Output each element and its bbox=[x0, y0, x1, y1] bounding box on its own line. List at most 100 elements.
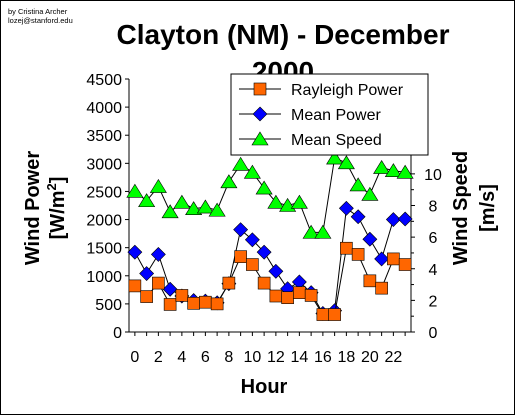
data-point bbox=[269, 289, 283, 303]
data-point bbox=[314, 224, 332, 239]
data-point bbox=[398, 258, 412, 271]
legend-marker bbox=[252, 106, 268, 122]
x-tick-label: 14 bbox=[290, 349, 308, 366]
y-left-tick-label: 4500 bbox=[86, 72, 122, 89]
credit-author: by Cristina Archer bbox=[8, 7, 68, 16]
data-point bbox=[375, 281, 388, 295]
data-point bbox=[396, 164, 414, 179]
data-point bbox=[220, 174, 238, 189]
data-point bbox=[293, 286, 306, 299]
y-left-tick-label: 2000 bbox=[86, 213, 122, 230]
data-point bbox=[363, 274, 377, 288]
x-tick-label: 22 bbox=[384, 349, 402, 366]
x-tick-label: 8 bbox=[224, 349, 233, 366]
data-point bbox=[397, 211, 413, 227]
data-point bbox=[328, 308, 341, 321]
data-point bbox=[162, 281, 178, 297]
data-point bbox=[152, 276, 165, 290]
data-point bbox=[140, 290, 153, 303]
data-point bbox=[161, 204, 179, 219]
y-left-tick-label: 500 bbox=[95, 297, 122, 314]
data-point bbox=[246, 258, 259, 271]
y-left-tick-label: 1000 bbox=[86, 269, 122, 286]
series-mean-speed bbox=[126, 150, 414, 239]
data-point bbox=[374, 251, 390, 267]
series-rayleigh-power bbox=[128, 241, 412, 321]
x-tick-label: 0 bbox=[130, 349, 139, 366]
data-point bbox=[281, 291, 294, 305]
x-tick-label: 18 bbox=[337, 349, 355, 366]
y-left-unit-open: [W/m bbox=[47, 191, 69, 240]
legend-label: Rayleigh Power bbox=[291, 82, 404, 99]
y-right-axis-title: Wind Speed bbox=[450, 151, 472, 265]
y-left-unit-close: ] bbox=[47, 177, 69, 184]
y-right-axis-unit: [m/s] bbox=[477, 184, 499, 232]
data-point bbox=[384, 163, 402, 178]
data-point bbox=[210, 297, 224, 311]
y-left-unit-superscript: 2 bbox=[44, 183, 59, 190]
data-point bbox=[268, 263, 284, 279]
data-point bbox=[175, 289, 189, 302]
data-point bbox=[173, 194, 191, 209]
data-point bbox=[340, 241, 353, 255]
x-axis-title: Hour bbox=[241, 376, 288, 398]
y-right-tick-label: 10 bbox=[424, 167, 442, 184]
data-point bbox=[304, 289, 318, 302]
data-point bbox=[349, 177, 367, 192]
data-point bbox=[373, 159, 391, 174]
y-left-axis-title: Wind Power bbox=[22, 151, 44, 265]
y-right-tick-label: 4 bbox=[429, 262, 438, 279]
data-point bbox=[128, 279, 142, 293]
data-point bbox=[233, 222, 249, 238]
x-tick-label: 2 bbox=[154, 349, 163, 366]
data-point bbox=[361, 186, 379, 201]
data-point bbox=[351, 248, 365, 261]
data-point bbox=[385, 212, 401, 227]
y-right-tick-label: 0 bbox=[429, 325, 438, 342]
y-right-tick-label: 8 bbox=[429, 199, 438, 216]
plot-area: 0500100015002000250030003500400045000246… bbox=[86, 72, 442, 366]
data-point bbox=[326, 150, 344, 165]
x-tick-label: 4 bbox=[177, 349, 186, 366]
data-point bbox=[149, 178, 167, 193]
data-point bbox=[138, 193, 156, 208]
data-point bbox=[267, 194, 285, 209]
data-point bbox=[222, 276, 236, 290]
data-point bbox=[255, 180, 273, 195]
legend-label: Mean Power bbox=[291, 107, 381, 124]
series-line bbox=[134, 157, 406, 233]
data-point bbox=[244, 232, 260, 248]
y-left-tick-label: 1500 bbox=[86, 241, 122, 258]
y-left-tick-label: 4000 bbox=[86, 100, 122, 117]
legend-marker bbox=[253, 82, 267, 96]
data-point bbox=[126, 183, 144, 198]
y-left-tick-label: 2500 bbox=[86, 184, 122, 201]
data-point bbox=[232, 156, 250, 171]
data-point bbox=[243, 164, 261, 179]
data-point bbox=[208, 202, 226, 217]
data-point bbox=[234, 250, 247, 263]
data-point bbox=[163, 298, 177, 311]
data-point bbox=[185, 201, 203, 215]
y-left-tick-label: 3500 bbox=[86, 128, 122, 145]
data-point bbox=[338, 200, 354, 216]
data-point bbox=[290, 194, 308, 209]
y-left-tick-label: 3000 bbox=[86, 156, 122, 173]
y-left-tick-label: 0 bbox=[113, 325, 122, 342]
data-point bbox=[257, 276, 271, 290]
x-tick-label: 12 bbox=[267, 349, 285, 366]
y-left-axis-unit: [W/m2] bbox=[44, 177, 69, 240]
credit-email: lozej@stanford.edu bbox=[8, 16, 73, 25]
data-point bbox=[256, 244, 272, 260]
data-point bbox=[362, 231, 378, 247]
data-point bbox=[316, 308, 330, 321]
x-tick-label: 10 bbox=[243, 349, 261, 366]
legend-label: Mean Speed bbox=[291, 132, 382, 149]
data-point bbox=[302, 224, 320, 239]
data-point bbox=[187, 297, 200, 310]
chart-title-line1: Clayton (NM) - December bbox=[117, 19, 450, 50]
y-right-tick-label: 6 bbox=[429, 230, 438, 247]
legend: Rayleigh Power Mean Power Mean Speed bbox=[230, 73, 429, 156]
